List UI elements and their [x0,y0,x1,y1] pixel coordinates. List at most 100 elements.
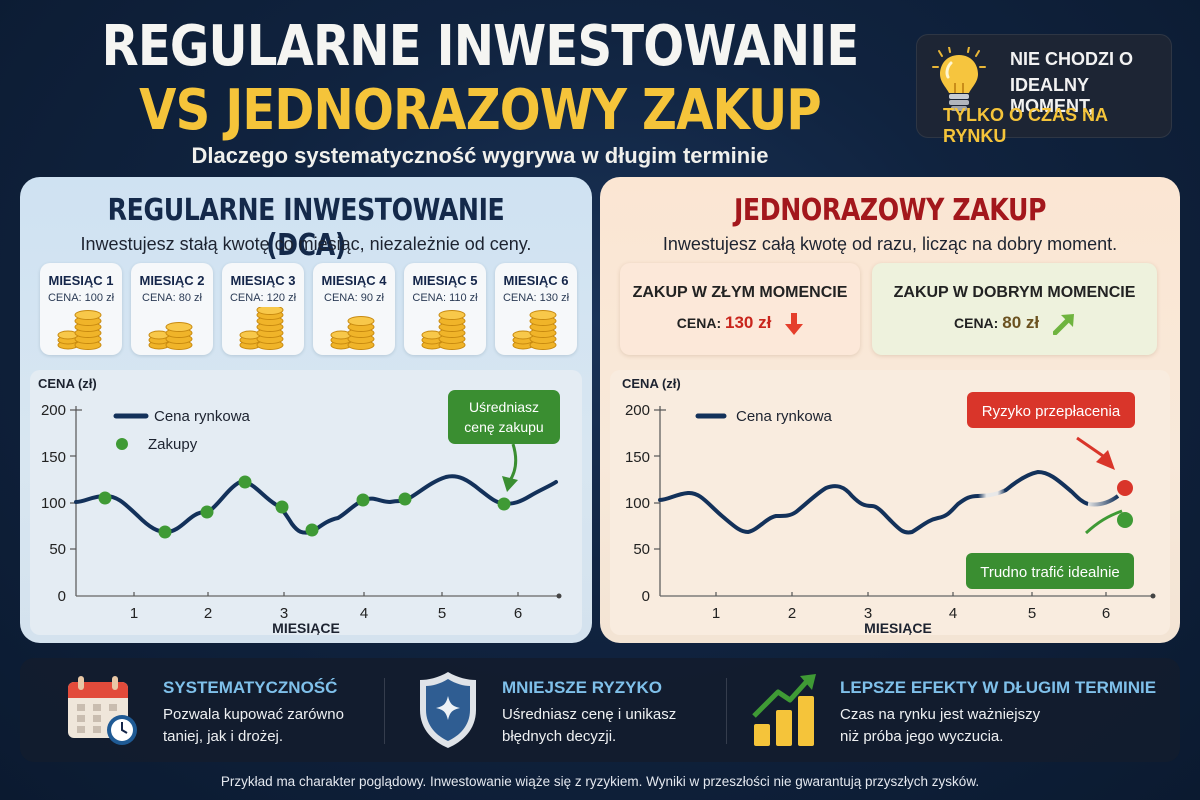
callout-averaging: Uśredniasz cenę zakupu [448,390,560,492]
calendar-clock-icon [68,676,137,745]
lump-title: JEDNORAZOWY ZAKUP [733,193,1047,228]
benefits-bar: SYSTEMATYCZNOŚĆ Pozwala kupować zarówno t… [20,658,1180,762]
price-line [658,484,980,535]
x-axis-label: MIESIĄCE [864,620,932,635]
x-tick: 2 [204,605,212,622]
y-tick: 150 [625,449,650,466]
main-title-line1: REGULARNE INWESTOWANIE [101,14,860,79]
overpay-point [1117,480,1133,496]
month-card-5: MIESIĄC 5 CENA: 110 zł [404,263,486,355]
good-moment-price: CENA: 80 zł [872,313,1157,336]
feature-description: Pozwala kupować zarówno taniej, jak i dro… [163,706,344,745]
month-label: MIESIĄC 5 [412,273,478,288]
subtitle: Dlaczego systematyczność wygrywa w długi… [191,143,769,168]
bad-price-value: 130 zł [725,313,772,332]
legend-dots-label: Zakupy [148,436,198,453]
month-card-2: MIESIĄC 2 CENA: 80 zł [131,263,213,355]
legend-line-label: Cena rynkowa [736,408,833,425]
tip-line1: NIE CHODZI O [1010,49,1134,69]
y-tick: 150 [41,449,66,466]
arrow-up-right-icon [1052,314,1074,336]
x-axis-label: MIESIĄCE [272,620,340,635]
feature-title: MNIEJSZE RYZYKO [502,678,662,697]
dca-chart: CENA (zł) 200 150 100 50 0 1 2 3 4 5 [30,370,582,635]
tip-box: NIE CHODZI O IDEALNY MOMENT, TYLKO O CZA… [916,34,1172,146]
x-tick: 6 [1102,605,1110,622]
svg-text:Trudno trafić idealnie: Trudno trafić idealnie [980,564,1120,581]
tip-line3: TYLKO O CZAS NA RYNKU [943,105,1108,146]
month-card-6: MIESIĄC 6 CENA: 130 zł [495,263,577,355]
svg-text:Ryzyko przepłacenia: Ryzyko przepłacenia [982,403,1121,420]
coin-stack-icon [512,310,557,350]
y-tick: 200 [41,402,66,419]
price-line [74,474,558,535]
lightbulb-icon [932,47,986,111]
month-label: MIESIĄC 6 [503,273,569,288]
y-tick: 100 [41,495,66,512]
dca-panel: REGULARNE INWESTOWANIE (DCA) Inwestujesz… [20,177,592,643]
y-tick: 200 [625,402,650,419]
feature-title: SYSTEMATYCZNOŚĆ [163,678,338,697]
month-cards: MIESIĄC 1 CENA: 100 zł MIESIĄC 2 CENA: 8… [40,263,580,355]
bad-moment-title: ZAKUP W ZŁYM MOMENCIE [632,284,848,301]
x-tick: 5 [438,605,446,622]
callout-hard-to-time: Trudno trafić idealnie [966,553,1134,589]
coin-stack-icon [421,310,466,350]
month-label: MIESIĄC 1 [48,273,114,288]
x-tick: 6 [514,605,522,622]
month-price: CENA: 130 zł [502,292,570,304]
x-tick: 2 [788,605,796,622]
legend-dot [116,438,128,450]
feature-systematic: SYSTEMATYCZNOŚĆ Pozwala kupować zarówno t… [20,658,380,762]
legend-line-label: Cena rynkowa [154,408,251,425]
bad-moment-card: ZAKUP W ZŁYM MOMENCIE CENA: 130 zł [620,263,860,355]
coin-stack-icon [330,316,375,350]
dca-description: Inwestujesz stałą kwotę co miesiąc, niez… [80,234,532,254]
month-label: MIESIĄC 4 [321,273,387,288]
x-tick: 1 [130,605,138,622]
month-price: CENA: 120 zł [229,292,297,304]
svg-text:cenę zakupu: cenę zakupu [464,419,543,435]
month-card-4: MIESIĄC 4 CENA: 90 zł [313,263,395,355]
y-tick: 50 [49,541,66,558]
month-label: MIESIĄC 2 [139,273,205,288]
coin-stack-icon [239,307,284,350]
feature-long-term: LEPSZE EFEKTY W DŁUGIM TERMINIE Czas na … [740,658,1180,762]
y-tick: 50 [633,541,650,558]
shield-icon [420,672,476,748]
price-line-continued [1004,469,1090,506]
month-card-1: MIESIĄC 1 CENA: 100 zł [40,263,122,355]
month-price: CENA: 80 zł [142,292,202,304]
month-label: MIESIĄC 3 [230,273,296,288]
month-card-3: MIESIĄC 3 CENA: 120 zł [222,263,304,355]
x-tick: 3 [280,605,288,622]
y-axis-label: CENA (zł) [622,376,681,391]
feature-title: LEPSZE EFEKTY W DŁUGIM TERMINIE [840,678,1157,697]
lump-description: Inwestujesz całą kwotę od razu, licząc n… [662,234,1118,254]
ideal-point [1117,512,1133,528]
good-moment-card: ZAKUP W DOBRYM MOMENCIE CENA: 80 zł [872,263,1157,355]
month-price: CENA: 100 zł [47,292,115,304]
main-title-line2: VS JEDNORAZOWY ZAKUP [139,78,821,143]
divider [384,678,385,744]
month-price: CENA: 90 zł [324,292,384,304]
y-tick: 0 [642,588,650,605]
dca-title: REGULARNE INWESTOWANIE (DCA) [107,193,505,263]
y-tick: 100 [625,495,650,512]
arrow-down-icon [785,313,804,336]
tip-line2: IDEALNY MOMENT, [1010,75,1093,116]
good-price-value: 80 zł [1002,313,1040,332]
coin-stack-icon [57,310,102,350]
callout-overpay-risk: Ryzyko przepłacenia [967,392,1135,470]
good-moment-title: ZAKUP W DOBRYM MOMENCIE [893,284,1136,301]
bad-moment-price: CENA: 130 zł [620,313,860,336]
x-tick: 4 [949,605,957,622]
lump-sum-chart: CENA (zł) 200 150 100 50 0 1 2 3 4 5 6 [610,370,1170,635]
growth-chart-icon [752,674,816,746]
y-tick: 0 [58,588,66,605]
x-tick: 3 [864,605,872,622]
feature-description: Uśredniasz cenę i unikasz błędnych decyzj… [502,706,677,745]
x-tick: 5 [1028,605,1036,622]
y-axis-label: CENA (zł) [38,376,97,391]
disclaimer: Przykład ma charakter poglądowy. Inwesto… [220,774,980,789]
